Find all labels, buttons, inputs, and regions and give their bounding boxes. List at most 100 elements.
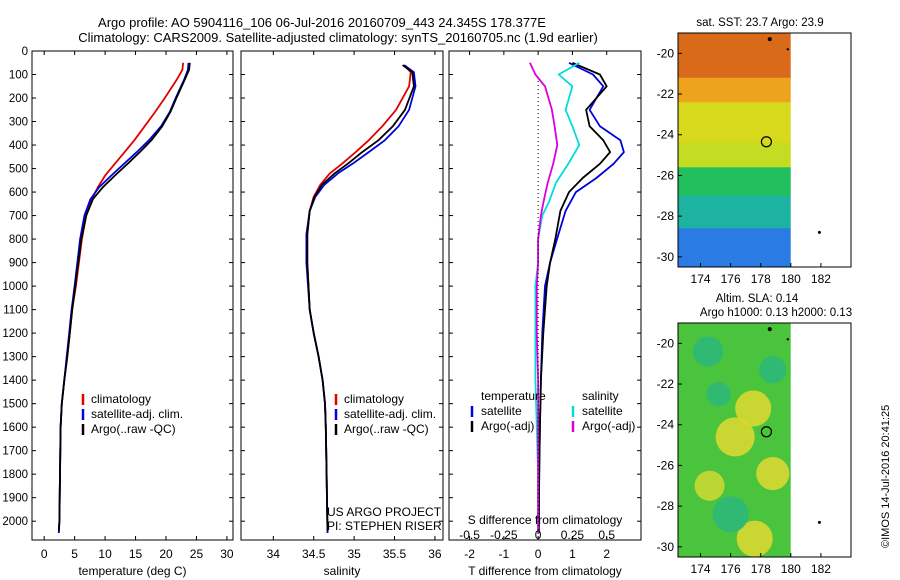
legend-salinity-label: Argo(-adj) bbox=[582, 419, 635, 433]
sst-lon-tick-label: 178 bbox=[751, 272, 771, 286]
s-difference-label: S difference from climatology bbox=[468, 513, 623, 527]
difference-series-salinity-salinity_argo bbox=[529, 62, 559, 533]
sst-lon-tick-label: 176 bbox=[721, 272, 741, 286]
depth-tick-label: 1500 bbox=[2, 399, 28, 411]
salinity-legend-label: Argo(..raw -QC) bbox=[344, 422, 429, 436]
sla-island bbox=[767, 327, 772, 332]
depth-tick-label: 600 bbox=[9, 187, 28, 199]
salinity-legend-label: satellite-adj. clim. bbox=[344, 407, 436, 421]
salinity-xtick-label: 35.5 bbox=[383, 547, 407, 561]
depth-tick-label: 200 bbox=[9, 93, 28, 105]
figure-title-line-1: Argo profile: AO 5904116_106 06-Jul-2016… bbox=[98, 15, 546, 30]
sst-sst-band bbox=[678, 102, 791, 144]
temperature-legend-label: climatology bbox=[91, 392, 151, 406]
temperature-xtick-label: 20 bbox=[159, 547, 173, 561]
sla-sla-anomaly bbox=[694, 470, 725, 501]
salinity-xtick-label: 34.5 bbox=[302, 547, 326, 561]
legend-temperature-title: temperature bbox=[481, 389, 546, 403]
sst-map-panel: 174 176 178 180 182 -20 -22 -24 -26 -28 -30 sat. SS… bbox=[657, 17, 852, 286]
sla-lat-tick-label: -20 bbox=[657, 336, 675, 350]
s-scale-tick-label: 0.5 bbox=[598, 528, 615, 542]
depth-tick-label: 2000 bbox=[2, 516, 28, 528]
sla-argo-position-marker bbox=[760, 426, 773, 438]
salinity-series-satellite bbox=[305, 64, 417, 533]
sst-lat-tick-label: -24 bbox=[657, 128, 675, 142]
legend-salinity-title: salinity bbox=[582, 389, 619, 403]
sla-lat-tick-label: -22 bbox=[657, 377, 675, 391]
salinity-series-argo bbox=[306, 64, 415, 531]
sst-island bbox=[817, 230, 821, 234]
sla-lon-tick-label: 176 bbox=[721, 562, 741, 576]
sla-lon-tick-label: 178 bbox=[751, 562, 771, 576]
depth-tick-label: 800 bbox=[9, 234, 28, 246]
s-scale-tick-label: 0 bbox=[535, 528, 542, 542]
temperature-axes-frame bbox=[31, 50, 234, 541]
difference-xtick-label: 2 bbox=[603, 547, 610, 561]
sla-sla-anomaly bbox=[706, 382, 731, 407]
legend-salinity-label: satellite bbox=[582, 404, 623, 418]
salinity-xtick-label: 36 bbox=[428, 547, 442, 561]
sst-sst-band bbox=[678, 33, 791, 79]
depth-tick-label: 1800 bbox=[2, 469, 28, 481]
sst-sst-band bbox=[678, 195, 791, 229]
temperature-xtick-label: 10 bbox=[98, 547, 112, 561]
difference-xtick-label: -2 bbox=[464, 547, 475, 561]
sst-lat-tick-label: -28 bbox=[657, 209, 675, 223]
temperature-xtick-label: 30 bbox=[220, 547, 234, 561]
sla-island bbox=[786, 338, 790, 341]
depth-tick-label: 1000 bbox=[2, 281, 28, 293]
difference-profile-panel: -2 -1 0 1 2 T difference from climatology -0.5… bbox=[448, 50, 642, 578]
difference-axes-frame bbox=[448, 50, 642, 541]
sla-lon-tick-label: 182 bbox=[811, 562, 831, 576]
sst-lon-tick-label: 174 bbox=[691, 272, 711, 286]
salinity-profile-panel: 34 34.5 35 35.5 36 salinity climatologysatelli… bbox=[240, 50, 444, 578]
salinity-series-climatology bbox=[306, 64, 412, 533]
sst-lat-tick-label: -20 bbox=[657, 46, 675, 60]
depth-tick-label: 1300 bbox=[2, 352, 28, 364]
sst-sst-band bbox=[678, 228, 791, 267]
legend-temperature-label: Argo(-adj) bbox=[481, 419, 534, 433]
temperature-profile-panel: 0100200300400500600700800900100011001200… bbox=[2, 46, 233, 578]
temperature-xtick-label: 0 bbox=[41, 547, 48, 561]
depth-tick-label: 100 bbox=[9, 70, 28, 82]
sla-sla-anomaly bbox=[756, 457, 790, 491]
sst-lon-tick-label: 180 bbox=[781, 272, 801, 286]
depth-tick-label: 1400 bbox=[2, 375, 28, 387]
difference-xlabel: T difference from climatology bbox=[468, 564, 622, 578]
sst-sst-band bbox=[678, 167, 791, 197]
sla-map-subtitle: Argo h1000: 0.13 h2000: 0.13 bbox=[700, 307, 852, 319]
salinity-legend-label: climatology bbox=[344, 392, 404, 406]
depth-tick-label: 300 bbox=[9, 117, 28, 129]
timestamp-stamp: ©IMOS 14-Jul-2016 20:41:25 bbox=[880, 405, 892, 548]
sla-map-title: Altim. SLA: 0.14 bbox=[716, 293, 799, 305]
sla-data-area bbox=[678, 323, 791, 557]
salinity-axes-frame bbox=[240, 50, 444, 541]
depth-tick-label: 1100 bbox=[3, 305, 28, 317]
depth-tick-label: 400 bbox=[9, 140, 28, 152]
sst-lat-tick-label: -26 bbox=[657, 168, 675, 182]
depth-tick-label: 1900 bbox=[2, 493, 28, 505]
difference-series-temperature-satellite bbox=[537, 61, 625, 533]
sla-lon-tick-label: 174 bbox=[691, 562, 711, 576]
sla-sla-anomaly bbox=[693, 336, 724, 367]
sst-sst-band bbox=[678, 77, 791, 103]
temperature-series-argo bbox=[57, 62, 191, 531]
s-scale-tick-label: -0.25 bbox=[490, 528, 518, 542]
sla-island bbox=[817, 520, 821, 524]
sla-sla-anomaly bbox=[715, 417, 755, 457]
s-scale-tick-label: -0.5 bbox=[459, 528, 480, 542]
temperature-xtick-label: 5 bbox=[71, 547, 78, 561]
sla-sla-anomaly bbox=[735, 390, 772, 427]
project-annotation: US ARGO PROJECT bbox=[327, 505, 442, 519]
sst-lon-tick-label: 182 bbox=[811, 272, 831, 286]
depth-tick-label: 700 bbox=[9, 211, 28, 223]
temperature-series-climatology bbox=[57, 62, 184, 533]
temperature-legend-label: satellite-adj. clim. bbox=[91, 407, 183, 421]
depth-tick-label: 1700 bbox=[2, 446, 28, 458]
depth-tick-label: 0 bbox=[22, 46, 28, 58]
difference-xtick-label: 0 bbox=[535, 547, 542, 561]
sla-lat-tick-label: -24 bbox=[657, 418, 675, 432]
depth-tick-label: 1600 bbox=[2, 422, 28, 434]
sla-sla-anomaly bbox=[712, 496, 749, 533]
depth-tick-label: 1200 bbox=[2, 328, 28, 340]
